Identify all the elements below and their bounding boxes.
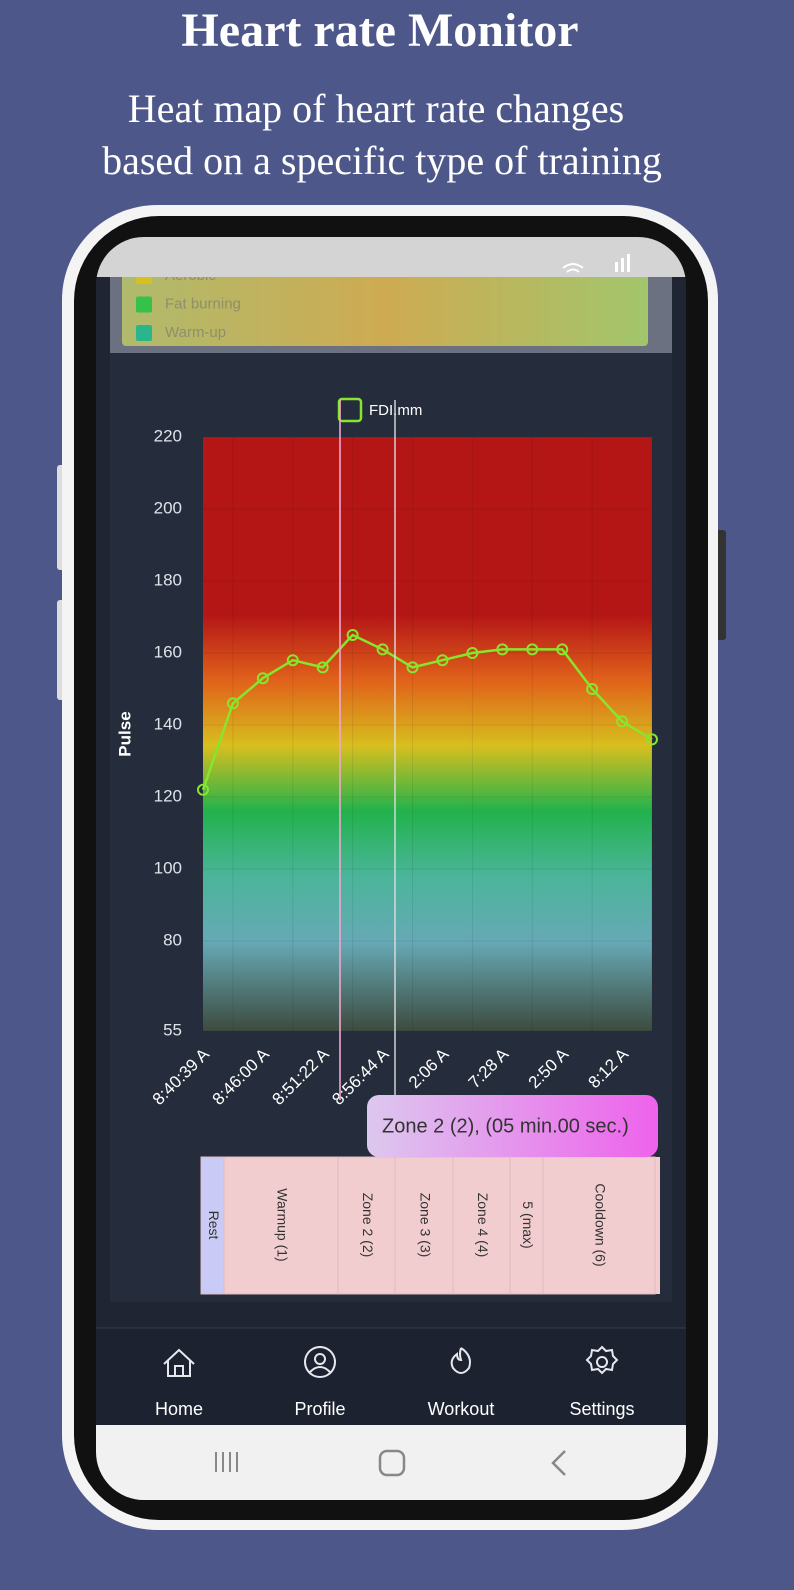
zone-label: 5 (max): [520, 1201, 536, 1248]
point: [586, 683, 599, 695]
legend-label: Fat burning: [165, 295, 241, 312]
nav-icon[interactable]: [450, 1347, 471, 1374]
point: [616, 715, 629, 728]
tooltip: [367, 1095, 658, 1157]
point: [526, 643, 539, 656]
heatmap: [203, 437, 652, 1031]
nav-items: Home Profile Workout Settings: [155, 1345, 635, 1419]
recents-button[interactable]: [215, 1452, 238, 1472]
subtitle-line: Heat map of heart rate changes: [128, 86, 624, 131]
y-tick-label: 180: [154, 570, 182, 589]
y-tick-label: 80: [163, 930, 182, 949]
signal-icon: [615, 262, 618, 272]
signal-icon: [621, 258, 624, 272]
back-button[interactable]: [551, 1450, 566, 1476]
zone-label: Warmup (1): [274, 1188, 290, 1261]
status-bar: [96, 237, 686, 277]
nav-label[interactable]: Profile: [294, 1399, 345, 1419]
nav-label[interactable]: Home: [155, 1399, 203, 1419]
point: [646, 733, 658, 746]
zone-cell[interactable]: [223, 1156, 339, 1295]
point: [226, 697, 239, 710]
y-tick-label: 140: [154, 714, 182, 733]
y-tick-label: 220: [154, 426, 182, 445]
nav-icon[interactable]: [585, 1345, 619, 1375]
wifi-icon: [562, 263, 584, 273]
zone-cell[interactable]: [509, 1156, 544, 1295]
system-nav: [96, 1425, 686, 1500]
point: [376, 643, 389, 656]
point: [556, 643, 569, 656]
y-tick-label: 55: [163, 1020, 182, 1039]
point: [256, 672, 269, 685]
point: [466, 647, 479, 659]
zone-strip: Rest Warmup (1) Zone 2 (2) Zone 3 (3) Zone 4…: [200, 1156, 660, 1295]
legend-panel: [122, 260, 648, 346]
series-line: [201, 633, 653, 791]
y-tick-label: 120: [154, 786, 182, 805]
title: Heart rate Monitor: [181, 4, 578, 57]
zone-label: Zone 4 (4): [475, 1193, 491, 1258]
zone-label: Zone 2 (2): [360, 1193, 376, 1258]
legend-swatch: [136, 296, 152, 313]
tooltip-text: Zone 2 (2), (05 min.00 sec.): [382, 1115, 629, 1137]
point: [436, 654, 449, 667]
zone-label: Cooldown (6): [592, 1183, 608, 1266]
zone-cell[interactable]: [394, 1156, 454, 1295]
point: [496, 643, 509, 656]
home-button[interactable]: [378, 1449, 406, 1477]
legend-label: Warm-up: [165, 324, 226, 341]
subtitle-line: based on a specific type of training: [102, 138, 662, 183]
signal-icon: [627, 254, 630, 272]
y-tick-label: 200: [154, 498, 182, 517]
zone-cell[interactable]: [337, 1156, 396, 1295]
point: [286, 654, 299, 667]
point: [197, 783, 209, 796]
zone-label: Rest: [206, 1211, 222, 1240]
point: [406, 661, 419, 674]
y-axis-label: Pulse: [115, 711, 134, 756]
point: [316, 661, 329, 674]
y-tick-label: 100: [154, 858, 182, 877]
nav-icon[interactable]: [304, 1346, 336, 1378]
legend-swatch: [136, 325, 152, 341]
point: [346, 629, 359, 641]
y-tick-label: 160: [154, 642, 182, 661]
nav-label[interactable]: Workout: [428, 1399, 495, 1419]
zone-label: Zone 3 (3): [417, 1193, 433, 1258]
nav-icon[interactable]: [163, 1348, 195, 1377]
nav-label[interactable]: Settings: [569, 1399, 634, 1419]
side-button: [716, 530, 726, 640]
bottom-nav: [96, 1328, 686, 1425]
zone-cell[interactable]: [542, 1156, 656, 1295]
